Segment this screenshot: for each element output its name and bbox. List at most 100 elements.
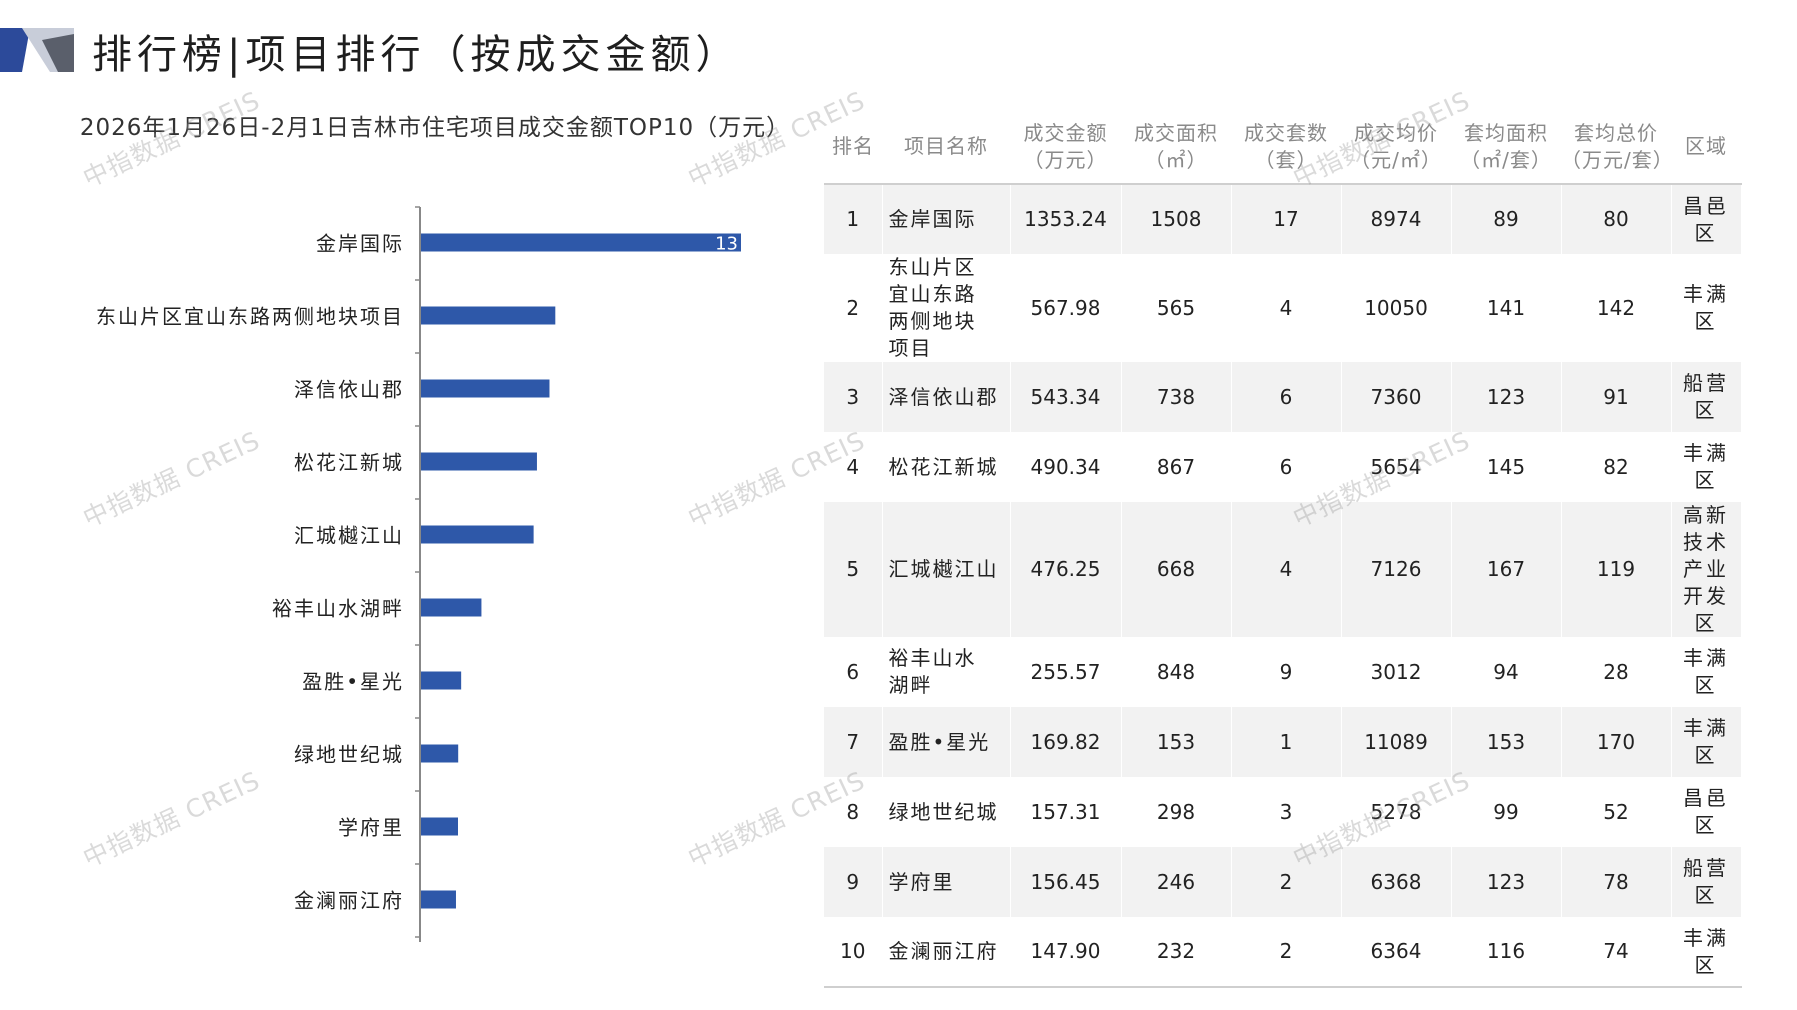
cell-region: 昌邑区 bbox=[1671, 777, 1742, 847]
bar bbox=[421, 525, 534, 544]
column-header-unit: （万元） bbox=[1023, 147, 1108, 172]
cell-name: 绿地世纪城 bbox=[882, 777, 1011, 847]
category-label: 金澜丽江府 bbox=[294, 889, 404, 913]
category-label: 金岸国际 bbox=[316, 232, 404, 256]
cell-amount: 255.57 bbox=[1010, 637, 1122, 707]
cell-avg-area: 123 bbox=[1451, 362, 1562, 432]
cell-amount: 156.45 bbox=[1010, 847, 1122, 917]
bar bbox=[421, 306, 556, 325]
cell-units: 4 bbox=[1231, 502, 1342, 637]
column-header-unit: （㎡） bbox=[1144, 147, 1208, 172]
cell-price: 8974 bbox=[1341, 184, 1452, 254]
cell-area: 848 bbox=[1121, 637, 1232, 707]
bar bbox=[421, 671, 462, 690]
cell-avg-area: 167 bbox=[1451, 502, 1562, 637]
table-row: 1 金岸国际 1353.24 1508 17 8974 89 80 昌邑区 bbox=[824, 184, 1742, 254]
bar bbox=[421, 379, 550, 398]
column-header-label: 排名 bbox=[832, 134, 874, 158]
column-header: 套均总价 （万元/套） bbox=[1561, 110, 1674, 185]
cell-rank: 6 bbox=[824, 637, 883, 707]
cell-area: 668 bbox=[1121, 502, 1232, 637]
cell-rank: 4 bbox=[824, 432, 883, 502]
cell-amount: 490.34 bbox=[1010, 432, 1122, 502]
column-header-unit: （万元/套） bbox=[1561, 147, 1674, 172]
cell-price: 7126 bbox=[1341, 502, 1452, 637]
column-header-unit: （套） bbox=[1254, 147, 1318, 172]
cell-region: 船营区 bbox=[1671, 362, 1742, 432]
category-label: 泽信依山郡 bbox=[294, 378, 404, 402]
cell-avg-total: 82 bbox=[1561, 432, 1672, 502]
cell-avg-total: 142 bbox=[1561, 254, 1672, 362]
cell-price: 3012 bbox=[1341, 637, 1452, 707]
cell-avg-total: 170 bbox=[1561, 707, 1672, 777]
cell-area: 565 bbox=[1121, 254, 1232, 362]
cell-region: 高新技术产业开发区 bbox=[1671, 502, 1742, 637]
column-header: 成交面积 （㎡） bbox=[1121, 110, 1231, 185]
column-header: 项目名称 bbox=[882, 110, 1010, 185]
cell-avg-area: 145 bbox=[1451, 432, 1562, 502]
table-header-row: 排名 项目名称 成交金额 （万元） 成交面积 （㎡） 成交套数 （套） 成交均价 （元/㎡） 套均面… bbox=[824, 110, 1741, 185]
bar bbox=[421, 890, 456, 909]
bar bbox=[421, 452, 537, 471]
cell-area: 246 bbox=[1121, 847, 1232, 917]
cell-price: 7360 bbox=[1341, 362, 1452, 432]
column-header: 区域 bbox=[1671, 110, 1741, 185]
brand-logo-icon bbox=[0, 28, 74, 72]
table-row: 2 东山片区宜山东路两侧地块项目 567.98 565 4 10050 141 142 丰满区 bbox=[824, 254, 1742, 362]
cell-avg-total: 52 bbox=[1561, 777, 1672, 847]
cell-rank: 10 bbox=[824, 917, 883, 988]
cell-amount: 1353.24 bbox=[1010, 184, 1122, 254]
cell-units: 2 bbox=[1231, 917, 1342, 988]
cell-name: 东山片区宜山东路两侧地块项目 bbox=[882, 254, 1011, 362]
table-row: 9 学府里 156.45 246 2 6368 123 78 船营区 bbox=[824, 847, 1742, 917]
table-row: 5 汇城樾江山 476.25 668 4 7126 167 119 高新技术产业开发区 bbox=[824, 502, 1742, 637]
cell-region: 丰满区 bbox=[1671, 254, 1742, 362]
bar bbox=[421, 744, 459, 763]
cell-avg-area: 94 bbox=[1451, 637, 1562, 707]
category-label: 东山片区宜山东路两侧地块项目 bbox=[96, 305, 404, 329]
cell-price: 5278 bbox=[1341, 777, 1452, 847]
cell-avg-area: 123 bbox=[1451, 847, 1562, 917]
column-header-unit: （元/㎡） bbox=[1350, 147, 1442, 172]
column-header-label: 成交金额 bbox=[1023, 120, 1108, 145]
cell-units: 4 bbox=[1231, 254, 1342, 362]
column-header-label: 项目名称 bbox=[904, 134, 988, 158]
cell-amount: 169.82 bbox=[1010, 707, 1122, 777]
cell-name: 泽信依山郡 bbox=[882, 362, 1011, 432]
column-header-label: 套均面积 bbox=[1464, 120, 1548, 145]
cell-area: 1508 bbox=[1121, 184, 1232, 254]
cell-price: 5654 bbox=[1341, 432, 1452, 502]
cell-units: 9 bbox=[1231, 637, 1342, 707]
cell-area: 153 bbox=[1121, 707, 1232, 777]
category-label: 松花江新城 bbox=[294, 451, 404, 475]
cell-avg-total: 74 bbox=[1561, 917, 1672, 988]
cell-rank: 8 bbox=[824, 777, 883, 847]
cell-amount: 157.31 bbox=[1010, 777, 1122, 847]
cell-area: 867 bbox=[1121, 432, 1232, 502]
bar-value-label: 13 bbox=[715, 234, 738, 255]
page-title: 排行榜|项目排行（按成交金额） bbox=[92, 32, 741, 78]
cell-name: 汇城樾江山 bbox=[882, 502, 1011, 637]
category-label: 裕丰山水湖畔 bbox=[272, 597, 404, 621]
column-header-label: 成交面积 bbox=[1134, 120, 1218, 145]
category-label: 绿地世纪城 bbox=[294, 743, 404, 767]
cell-name: 盈胜•星光 bbox=[882, 707, 1011, 777]
category-label: 汇城樾江山 bbox=[294, 524, 404, 548]
cell-units: 6 bbox=[1231, 362, 1342, 432]
cell-units: 2 bbox=[1231, 847, 1342, 917]
cell-region: 船营区 bbox=[1671, 847, 1742, 917]
cell-avg-area: 99 bbox=[1451, 777, 1562, 847]
cell-rank: 5 bbox=[824, 502, 883, 637]
category-label: 盈胜•星光 bbox=[302, 670, 404, 694]
cell-avg-total: 91 bbox=[1561, 362, 1672, 432]
cell-amount: 567.98 bbox=[1010, 254, 1122, 362]
cell-area: 232 bbox=[1121, 917, 1232, 988]
cell-amount: 476.25 bbox=[1010, 502, 1122, 637]
cell-avg-area: 89 bbox=[1451, 184, 1562, 254]
column-header: 成交套数 （套） bbox=[1231, 110, 1341, 185]
cell-region: 昌邑区 bbox=[1671, 184, 1742, 254]
cell-price: 10050 bbox=[1341, 254, 1452, 362]
cell-amount: 543.34 bbox=[1010, 362, 1122, 432]
table-row: 3 泽信依山郡 543.34 738 6 7360 123 91 船营区 bbox=[824, 362, 1742, 432]
column-header: 成交均价 （元/㎡） bbox=[1341, 110, 1451, 185]
